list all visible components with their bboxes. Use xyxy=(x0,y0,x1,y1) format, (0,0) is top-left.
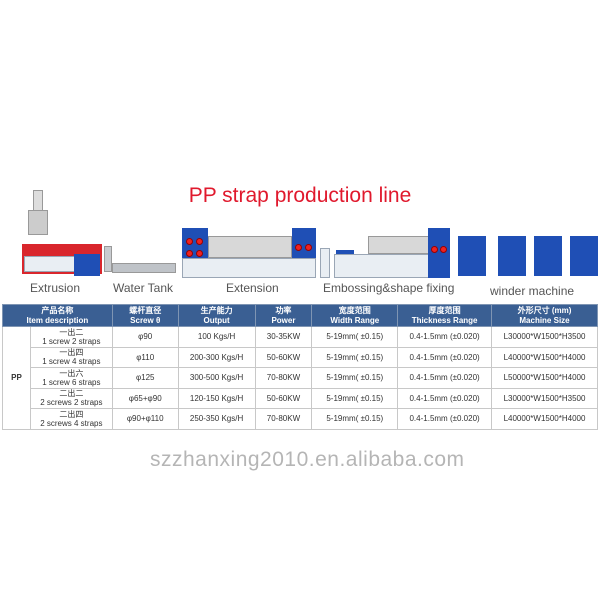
table-row: 一出四 1 screw 4 straps φ110 200-300 Kgs/H 50-6… xyxy=(3,346,598,368)
thickness-cell: 0.4-1.5mm (±0.020) xyxy=(397,387,492,409)
screw-cell: φ110 xyxy=(111,346,179,368)
size-cell: L30000*W1500*H3500 xyxy=(491,387,598,409)
width-cell: 5-19mm( ±0.15) xyxy=(311,367,399,389)
item-cell: 一出二 1 screw 2 straps xyxy=(29,326,113,348)
width-cell: 5-19mm( ±0.15) xyxy=(311,346,399,368)
thickness-cell: 0.4-1.5mm (±0.020) xyxy=(397,367,492,389)
width-cell: 5-19mm( ±0.15) xyxy=(311,387,399,409)
material-cell: PP xyxy=(2,326,31,430)
thickness-cell: 0.4-1.5mm (±0.020) xyxy=(397,408,492,430)
stage-label-embossing: Embossing&shape fixing xyxy=(323,281,455,295)
table-row: 一出六 1 screw 6 straps φ125 300-500 Kgs/H 70-8… xyxy=(3,367,598,389)
output-cell: 200-300 Kgs/H xyxy=(177,346,256,368)
screw-cell: φ90 xyxy=(111,326,179,348)
thickness-cell: 0.4-1.5mm (±0.020) xyxy=(397,326,492,348)
screw-cell: φ65+φ90 xyxy=(111,387,179,409)
stage-label-water-tank: Water Tank xyxy=(113,281,174,295)
output-cell: 100 Kgs/H xyxy=(177,326,256,348)
size-cell: L30000*W1500*H3500 xyxy=(491,326,598,348)
item-cell: 一出六 1 screw 6 straps xyxy=(29,367,113,389)
thickness-cell: 0.4-1.5mm (±0.020) xyxy=(397,346,492,368)
output-cell: 250-350 Kgs/H xyxy=(177,408,256,430)
output-cell: 120-150 Kgs/H xyxy=(177,387,256,409)
table-row: 二出四 2 screws 4 straps φ90+φ110 250-350 Kgs/… xyxy=(3,408,598,430)
item-cell: 二出四 2 screws 4 straps xyxy=(29,408,113,430)
power-cell: 30-35KW xyxy=(254,326,313,348)
size-cell: L50000*W1500*H4000 xyxy=(491,367,598,389)
table-row: 二出二 2 screws 2 straps φ65+φ90 120-150 Kgs/H… xyxy=(3,387,598,409)
size-cell: L40000*W1500*H4000 xyxy=(491,408,598,430)
table-header: 产品名称 Item description 螺杆直径 Screw θ 生产能力 Out… xyxy=(2,304,598,327)
page-title: PP strap production line xyxy=(188,184,412,207)
power-cell: 50-60KW xyxy=(254,346,313,368)
size-cell: L40000*W1500*H4000 xyxy=(491,346,598,368)
power-cell: 70-80KW xyxy=(254,408,313,430)
header-item: 产品名称 Item description xyxy=(2,304,113,327)
stage-label-extension: Extension xyxy=(226,281,279,295)
width-cell: 5-19mm( ±0.15) xyxy=(311,326,399,348)
table-row: PP 一出二 1 screw 2 straps φ90 100 Kgs/H 30-35KW… xyxy=(2,326,598,430)
power-cell: 50-60KW xyxy=(254,387,313,409)
width-cell: 5-19mm( ±0.15) xyxy=(311,408,399,430)
production-line-image xyxy=(0,0,600,280)
power-cell: 70-80KW xyxy=(254,367,313,389)
header-screw: 螺杆直径 Screw θ xyxy=(111,304,179,327)
stage-label-winder: winder machine xyxy=(490,284,575,298)
spec-table: 产品名称 Item description 螺杆直径 Screw θ 生产能力 Out… xyxy=(2,304,598,430)
watermark: szzhanxing2010.en.alibaba.com xyxy=(150,448,465,471)
stage-label-extrusion: Extrusion xyxy=(30,281,81,295)
item-cell: 二出二 2 screws 2 straps xyxy=(29,387,113,409)
screw-cell: φ90+φ110 xyxy=(111,408,179,430)
output-cell: 300-500 Kgs/H xyxy=(177,367,256,389)
header-output: 生产能力 Output xyxy=(177,304,256,327)
header-power: 功率 Power xyxy=(254,304,313,327)
header-width: 宽度范围 Width Range xyxy=(311,304,399,327)
header-size: 外形尺寸 (mm) Machine Size xyxy=(491,304,598,327)
screw-cell: φ125 xyxy=(111,367,179,389)
item-cell: 一出四 1 screw 4 straps xyxy=(29,346,113,368)
header-thickness: 厚度范围 Thickness Range xyxy=(397,304,492,327)
